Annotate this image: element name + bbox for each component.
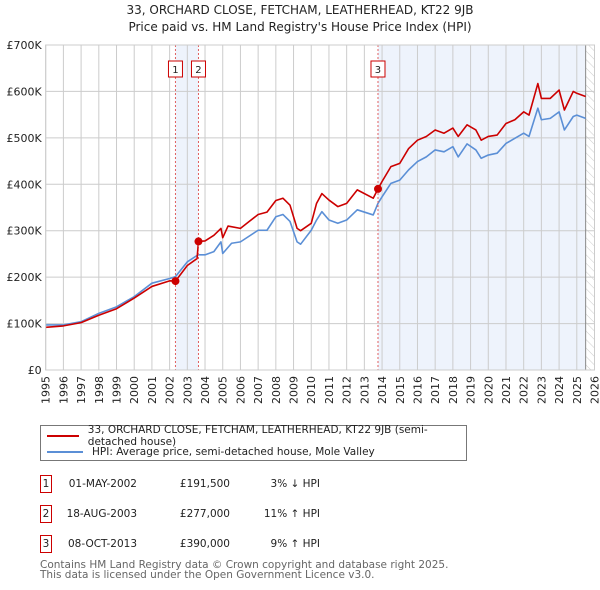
x-tick-label: 2020 [482,376,495,404]
sale-point [194,237,203,246]
y-tick-label: £0 [28,364,42,377]
sale-point [171,277,180,286]
sale-marker-box [370,60,386,78]
sale-marker-box [167,60,183,78]
legend-item-hpi: HPI: Average price, semi-detached house,… [47,444,375,460]
sale-price: £191,500 [179,478,230,490]
sale-hpi-change: 11% ↑ HPI [263,508,320,520]
sale-number-badge: 2 [40,505,52,523]
legend-label: HPI: Average price, semi-detached house,… [92,446,375,458]
sale-hpi-change: 9% ↑ HPI [270,538,320,550]
sale-date: 01-MAY-2002 [68,478,137,490]
x-tick-label: 2010 [305,376,318,404]
property-price-line [45,82,586,329]
future-hatch [585,45,595,370]
plot-frame [45,44,595,371]
sale-hpi-change: 3% ↓ HPI [270,478,320,490]
sale-number-badge: 3 [40,535,52,553]
x-tick-label: 1997 [75,376,88,404]
sale-number-badge: 1 [40,475,52,493]
x-tick-label: 2011 [323,376,336,404]
legend-label: 33, ORCHARD CLOSE, FETCHAM, LEATHERHEAD,… [87,424,428,448]
x-tick-label: 2017 [429,376,442,404]
sale-marker-label: 1 [172,65,178,76]
x-tick-label: 2003 [181,376,194,404]
y-tick-label: £200K [6,271,42,284]
chart-title: 33, ORCHARD CLOSE, FETCHAM, LEATHERHEAD,… [126,3,474,17]
sale-point [373,184,382,193]
legend-item-property: 33, ORCHARD CLOSE, FETCHAM, LEATHERHEAD,… [47,424,466,448]
y-tick-label: £700K [6,39,42,52]
y-tick-label: £600K [6,85,42,98]
footer: Contains HM Land Registry data © Crown c… [40,559,449,581]
x-tick-label: 2019 [465,376,478,404]
y-tick-label: £400K [6,178,42,191]
x-tick-label: 2013 [358,376,371,404]
x-tick-label: 2025 [571,376,584,404]
sale-price: £277,000 [179,508,230,520]
y-tick-label: £500K [6,132,42,145]
y-tick-label: £300K [6,225,42,238]
x-tick-label: 2024 [553,376,566,404]
legend: 33, ORCHARD CLOSE, FETCHAM, LEATHERHEAD,… [40,424,467,461]
x-tick-label: 2007 [252,376,265,404]
x-tick-label: 2006 [234,376,247,404]
x-tick-label: 2008 [270,376,283,404]
x-tick-label: 2000 [128,376,141,404]
x-tick-label: 2009 [288,376,301,404]
x-tick-label: 2015 [394,376,407,404]
y-tick-label: £100K [6,318,42,331]
x-tick-label: 1998 [93,376,106,404]
x-tick-label: 2016 [411,376,424,404]
x-tick-label: 2001 [146,376,159,404]
x-tick-label: 2026 [589,376,600,404]
sale-marker-label: 3 [375,65,381,76]
x-tick-label: 2005 [217,376,230,404]
footer-line-2: This data is licensed under the Open Gov… [40,569,375,581]
sale-date: 08-OCT-2013 [68,538,137,550]
legend-swatch-red [47,435,79,437]
x-tick-label: 2023 [535,376,548,404]
x-tick-label: 2004 [199,376,212,404]
price-chart: 1995 1996 1997 1998 1999 2000 2001 2002 2003 2004… [6,39,600,404]
x-tick-label: 2002 [164,376,177,404]
sale-marker-box [190,60,206,78]
x-tick-label: 2022 [518,376,531,404]
footer-line-1: Contains HM Land Registry data © Crown c… [40,559,449,571]
sale-band-3 [377,45,586,370]
x-tick-label: 2012 [341,376,354,404]
hpi-line [45,107,586,326]
x-tick-label: 2018 [447,376,460,404]
x-tick-label: 2014 [376,376,389,404]
sale-marker-label: 2 [195,65,201,76]
x-tick-label: 1999 [111,376,124,404]
x-tick-label: 2021 [500,376,513,404]
x-tick-label: 1995 [40,376,53,404]
sale-date: 18-AUG-2003 [66,508,137,520]
sale-price: £390,000 [179,538,230,550]
chart-subtitle: Price paid vs. HM Land Registry's House … [128,20,472,34]
legend-swatch-blue [47,451,83,453]
x-tick-label: 1996 [57,376,70,404]
